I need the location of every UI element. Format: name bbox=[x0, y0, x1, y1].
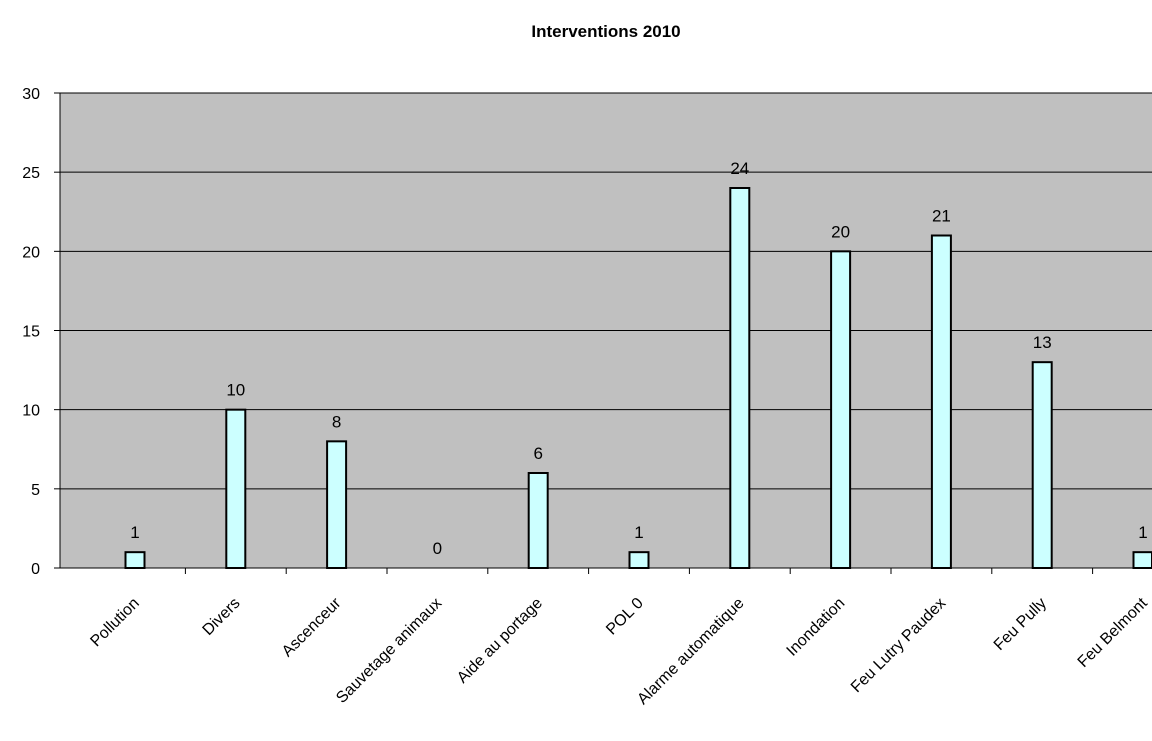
x-tick-label: Aide au portage bbox=[454, 595, 546, 687]
data-label: 1 bbox=[130, 523, 139, 542]
bar bbox=[630, 552, 649, 568]
x-tick-label: Feu Belmont bbox=[1075, 594, 1152, 671]
y-tick-label: 10 bbox=[22, 403, 40, 420]
bar bbox=[226, 410, 245, 568]
bar bbox=[831, 251, 850, 568]
x-tick-label: Sauvetage animaux bbox=[333, 595, 445, 707]
data-label: 8 bbox=[332, 412, 341, 431]
bar bbox=[327, 441, 346, 568]
bar bbox=[1033, 362, 1052, 568]
data-label: 10 bbox=[226, 381, 245, 400]
data-label: 21 bbox=[932, 207, 951, 226]
data-label: 1 bbox=[634, 523, 643, 542]
bar bbox=[529, 473, 548, 568]
x-tick-label: Feu Lutry Paudex bbox=[848, 595, 949, 696]
y-tick-label: 30 bbox=[22, 86, 40, 103]
bar bbox=[932, 236, 951, 569]
data-label: 24 bbox=[730, 159, 749, 178]
x-tick-label: Inondation bbox=[784, 595, 849, 660]
y-tick-label: 0 bbox=[31, 561, 40, 578]
x-tick-label: POL 0 bbox=[603, 595, 647, 639]
y-tick-label: 15 bbox=[22, 324, 40, 341]
y-tick-label: 5 bbox=[31, 482, 40, 499]
y-tick-label: 20 bbox=[22, 244, 40, 261]
x-tick-label: Pollution bbox=[87, 595, 142, 650]
data-label: 6 bbox=[533, 444, 542, 463]
x-tick-label: Feu Pully bbox=[991, 595, 1050, 654]
bar bbox=[1134, 552, 1152, 568]
data-label: 13 bbox=[1033, 333, 1052, 352]
x-tick-label: Alarme automatique bbox=[634, 595, 747, 708]
y-tick-label: 25 bbox=[22, 165, 40, 182]
x-tick-label: Divers bbox=[200, 595, 244, 639]
bar bbox=[126, 552, 145, 568]
data-label: 0 bbox=[433, 539, 442, 558]
bar bbox=[730, 188, 749, 568]
chart-title: Interventions 2010 bbox=[531, 22, 680, 41]
x-tick-label: Ascenceur bbox=[279, 594, 345, 660]
data-label: 20 bbox=[831, 222, 850, 241]
data-label: 1 bbox=[1138, 523, 1147, 542]
